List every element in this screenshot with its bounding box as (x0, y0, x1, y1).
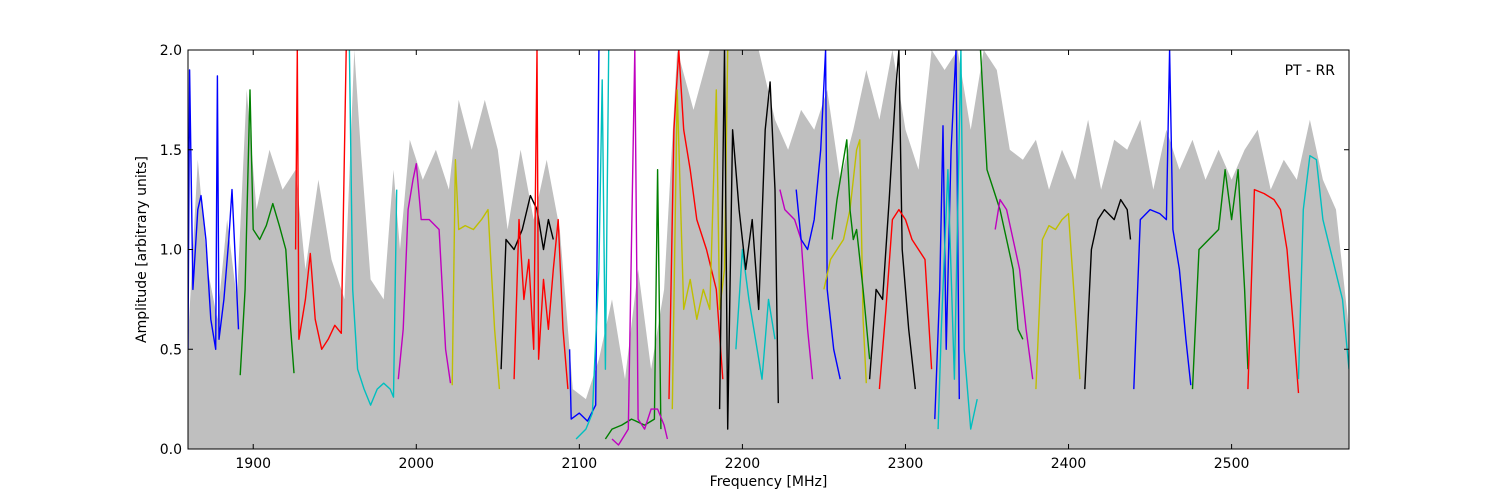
x-tick-label: 2100 (562, 456, 598, 472)
series-line-21 (868, 50, 916, 390)
x-tick-label: 2400 (1051, 456, 1087, 472)
x-axis-title: Frequency [MHz] (710, 474, 828, 490)
envelope-area (188, 50, 1349, 449)
series-line-4 (348, 50, 398, 406)
series-line-8 (513, 50, 569, 390)
x-tick-label: 2000 (398, 456, 434, 472)
series-line-7 (500, 194, 554, 370)
x-tick-label: 1900 (235, 456, 271, 472)
series-line-28 (1084, 198, 1132, 390)
series-line-20 (831, 139, 871, 360)
y-tick-label: 0.5 (160, 342, 182, 358)
series-line-1 (188, 69, 240, 350)
series-line-27 (1035, 212, 1081, 390)
series-line-11 (604, 168, 662, 440)
y-tick-label: 1.5 (160, 143, 182, 159)
chart-annotation: PT - RR (1285, 63, 1336, 79)
y-tick-label: 0.0 (160, 442, 182, 458)
series-line-32 (1297, 154, 1349, 380)
ticks-layer: 1900 2000 2100 2200 2300 2400 2500 0.0 0.5 1.0 1.5… (160, 43, 1349, 472)
series-line-18 (795, 50, 841, 380)
series-line-22 (878, 208, 933, 390)
x-tick-label: 2200 (725, 456, 761, 472)
series-line-3 (294, 50, 347, 350)
series-line-31 (1247, 188, 1300, 394)
series-line-13 (668, 50, 724, 400)
y-axis-title: Amplitude [arbitrary units] (134, 156, 150, 343)
series-line-2 (239, 89, 295, 376)
series-line-10 (575, 50, 610, 440)
y-tick-label: 2.0 (160, 43, 182, 59)
series-line-26 (994, 198, 1034, 380)
y-tick-label: 1.0 (160, 243, 182, 259)
series-layer (188, 50, 1349, 446)
series-line-6 (451, 158, 501, 390)
series-line-17 (779, 189, 814, 380)
series-line-23 (934, 50, 960, 420)
series-line-5 (397, 162, 452, 384)
x-tick-label: 2300 (888, 456, 924, 472)
series-line-16 (718, 50, 779, 430)
series-line-12 (611, 50, 669, 446)
series-line-29 (1133, 50, 1192, 390)
x-tick-label: 2500 (1214, 456, 1250, 472)
envelope-layer (188, 50, 1349, 449)
series-line-30 (1191, 168, 1249, 390)
series-line-25 (979, 50, 1024, 340)
series-line-9 (568, 50, 600, 422)
series-line-24 (937, 50, 978, 430)
series-line-15 (735, 248, 776, 380)
